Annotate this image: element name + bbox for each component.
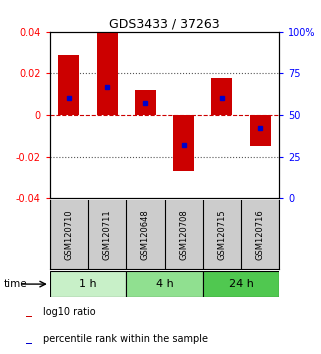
Bar (135, 90, 156, 115)
Bar (173, 115, 194, 171)
Text: log10 ratio: log10 ratio (43, 307, 96, 317)
Text: GSM120648: GSM120648 (141, 209, 150, 260)
Bar (58, 55, 79, 115)
Bar (26, 316, 32, 317)
Bar (26, 343, 32, 344)
Text: GSM120710: GSM120710 (65, 209, 74, 260)
Text: 4 h: 4 h (156, 279, 173, 289)
Bar (250, 115, 271, 146)
Text: time: time (3, 279, 27, 289)
Text: GSM120715: GSM120715 (217, 209, 226, 260)
Bar (126, 271, 203, 297)
Bar (97, 32, 118, 115)
Title: GDS3433 / 37263: GDS3433 / 37263 (109, 18, 220, 31)
Text: GSM120708: GSM120708 (179, 209, 188, 260)
Text: GSM120716: GSM120716 (256, 209, 265, 260)
Text: percentile rank within the sample: percentile rank within the sample (43, 334, 208, 344)
Text: 24 h: 24 h (229, 279, 254, 289)
Bar (211, 78, 232, 115)
Text: 1 h: 1 h (79, 279, 97, 289)
Bar (50, 271, 126, 297)
Bar (203, 271, 279, 297)
Text: GSM120711: GSM120711 (103, 209, 112, 260)
